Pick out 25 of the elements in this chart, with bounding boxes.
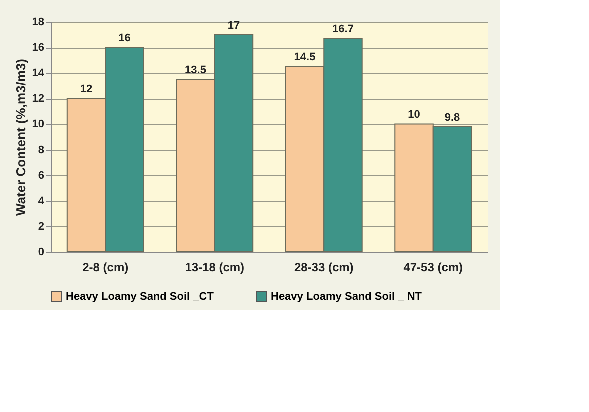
y-tick-label: 6	[38, 170, 44, 182]
data-label: 12	[80, 84, 93, 96]
legend-label: Heavy Loamy Sand Soil _CT	[66, 290, 214, 303]
y-tick-label: 12	[32, 93, 44, 106]
x-tick-label: 13-18 (cm)	[185, 260, 245, 274]
x-tick-label: 28-33 (cm)	[294, 260, 354, 274]
data-label: 16	[118, 32, 131, 45]
y-tick-label: 14	[32, 68, 46, 80]
data-label: 17	[228, 20, 240, 32]
y-tick-label: 4	[38, 195, 46, 208]
legend-label: Heavy Loamy Sand Soil _ NT	[271, 290, 422, 303]
y-axis-title: Water Content (%,m3/m3)	[13, 59, 28, 216]
y-tick-label: 8	[38, 144, 44, 156]
data-label: 14.5	[294, 52, 316, 64]
data-label: 9.8	[444, 112, 460, 124]
y-tick-label: 10	[32, 118, 44, 131]
data-label: 10	[408, 109, 420, 122]
y-tick-label: 16	[32, 42, 44, 54]
data-label: 16.7	[332, 24, 354, 36]
y-tick-label: 2	[38, 220, 44, 233]
y-tick-label: 18	[32, 16, 44, 28]
data-label: 13.5	[185, 64, 206, 76]
x-tick-label: 2-8 (cm)	[82, 260, 129, 274]
x-tick-label: 47-53 (cm)	[404, 260, 464, 274]
y-tick-label: 0	[38, 246, 44, 258]
